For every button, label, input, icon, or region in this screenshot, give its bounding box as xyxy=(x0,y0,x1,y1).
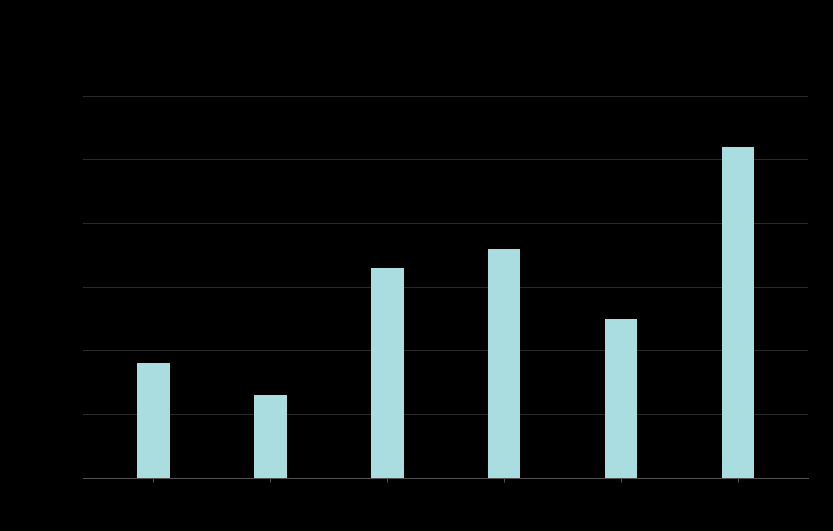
Bar xyxy=(254,395,287,478)
Bar xyxy=(371,268,403,478)
Bar xyxy=(605,319,637,478)
Bar xyxy=(137,363,170,478)
Bar xyxy=(488,249,521,478)
Bar xyxy=(721,147,754,478)
